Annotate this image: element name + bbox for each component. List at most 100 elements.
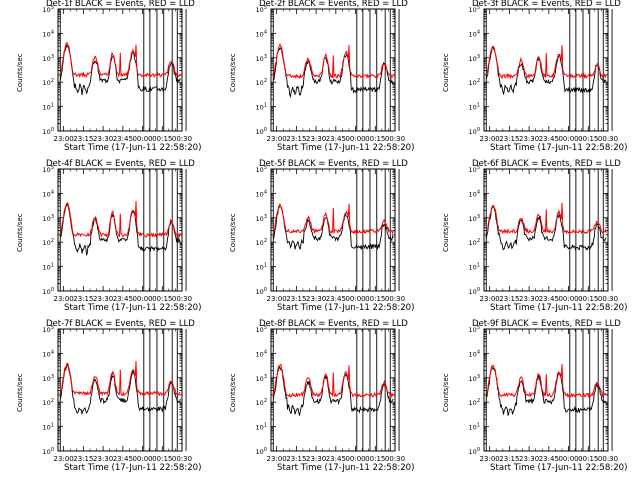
- y-tick-label: 105: [469, 5, 480, 14]
- x-axis-label: Start Time (17-Jun-11 22:58:20): [64, 463, 202, 473]
- x-tick-label: 00:30: [385, 455, 405, 463]
- x-tick-label: 00:00: [345, 455, 365, 463]
- y-tick-exponent: 2: [477, 238, 480, 244]
- detector-panel: 100 101 102 103 104 105 23:00 23:15 23:30 23:45 00…: [0, 319, 213, 480]
- x-tick-label: 00:30: [172, 455, 192, 463]
- y-tick-exponent: 3: [477, 214, 480, 220]
- y-tick-exponent: 4: [477, 189, 480, 195]
- y-tick-exponent: 5: [51, 325, 54, 331]
- y-axis-label: Counts/sec: [442, 213, 450, 252]
- panel-title: Det-6f BLACK = Events, RED = LLD: [472, 159, 621, 169]
- y-tick-label: 103: [256, 54, 267, 63]
- y-tick-exponent: 2: [51, 238, 54, 244]
- x-tick-label: 23:45: [539, 295, 559, 303]
- x-tick-label: 23:15: [286, 135, 306, 143]
- x-tick-label: 23:30: [519, 455, 539, 463]
- x-tick-label: 00:15: [152, 295, 172, 303]
- x-tick-label: 00:15: [578, 295, 598, 303]
- y-tick-exponent: 1: [264, 263, 267, 269]
- y-axis-label: Counts/sec: [16, 53, 24, 92]
- y-tick-label: 105: [256, 165, 267, 174]
- y-tick-label: 105: [43, 5, 54, 14]
- y-tick-exponent: 1: [51, 423, 54, 429]
- x-axis-label: Start Time (17-Jun-11 22:58:20): [490, 143, 628, 153]
- x-axis-label: Start Time (17-Jun-11 22:58:20): [277, 463, 415, 473]
- y-tick-exponent: 2: [264, 398, 267, 404]
- detector-panel: 100 101 102 103 104 105 23:00 23:15 23:30 23:45 00…: [426, 159, 639, 320]
- x-tick-label: 00:30: [598, 455, 618, 463]
- x-tick-label: 23:15: [499, 455, 519, 463]
- x-tick-label: 23:00: [54, 135, 74, 143]
- y-tick-label: 101: [469, 423, 480, 432]
- events-series: [59, 44, 181, 96]
- y-tick-exponent: 3: [264, 214, 267, 220]
- y-tick-exponent: 0: [51, 287, 54, 293]
- panel-title: Det-7f BLACK = Events, RED = LLD: [46, 319, 195, 329]
- y-tick-label: 104: [256, 189, 267, 198]
- y-tick-label: 103: [256, 374, 267, 383]
- y-tick-exponent: 4: [477, 349, 480, 355]
- events-series: [272, 204, 394, 251]
- detector-panel: 100 101 102 103 104 105 23:00 23:15 23:30 23:45 00…: [0, 0, 213, 160]
- lld-series: [485, 202, 607, 235]
- y-tick-exponent: 0: [264, 447, 267, 453]
- plot-frame: [57, 8, 183, 132]
- x-axis-label: Start Time (17-Jun-11 22:58:20): [64, 303, 202, 313]
- x-axis-label: Start Time (17-Jun-11 22:58:20): [277, 143, 415, 153]
- y-tick-label: 105: [43, 165, 54, 174]
- y-tick-label: 104: [43, 29, 54, 38]
- x-tick-label: 23:30: [306, 455, 326, 463]
- y-tick-exponent: 5: [477, 325, 480, 331]
- events-series: [60, 202, 181, 256]
- y-axis-label: Counts/sec: [229, 213, 237, 252]
- y-axis-label: Counts/sec: [229, 53, 237, 92]
- y-tick-exponent: 5: [51, 165, 54, 171]
- y-tick-exponent: 4: [264, 189, 267, 195]
- y-tick-label: 104: [469, 29, 480, 38]
- y-tick-exponent: 0: [264, 287, 267, 293]
- y-tick-label: 105: [256, 5, 267, 14]
- x-tick-label: 23:15: [286, 455, 306, 463]
- panel-title: Det-5f BLACK = Events, RED = LLD: [259, 159, 408, 169]
- x-tick-label: 23:30: [519, 295, 539, 303]
- y-tick-exponent: 3: [51, 214, 54, 220]
- y-tick-label: 105: [469, 325, 480, 334]
- y-tick-label: 101: [256, 263, 267, 272]
- y-tick-exponent: 4: [51, 189, 54, 195]
- y-tick-label: 100: [256, 447, 267, 456]
- x-tick-label: 00:00: [558, 295, 578, 303]
- y-tick-exponent: 1: [264, 423, 267, 429]
- y-tick-label: 102: [43, 78, 54, 87]
- x-tick-label: 23:15: [286, 295, 306, 303]
- x-tick-label: 23:45: [113, 455, 133, 463]
- events-series: [485, 45, 607, 95]
- lld-series: [272, 43, 394, 80]
- y-tick-label: 104: [469, 349, 480, 358]
- plot-frame: [270, 168, 396, 292]
- x-tick-label: 23:45: [539, 135, 559, 143]
- y-tick-exponent: 2: [51, 78, 54, 84]
- y-tick-label: 101: [43, 423, 54, 432]
- y-tick-label: 103: [469, 214, 480, 223]
- x-axis-label: Start Time (17-Jun-11 22:58:20): [490, 463, 628, 473]
- y-tick-label: 102: [256, 238, 267, 247]
- x-tick-label: 23:00: [54, 455, 74, 463]
- y-tick-exponent: 4: [477, 29, 480, 35]
- y-axis-label: Counts/sec: [229, 373, 237, 412]
- events-series: [485, 367, 607, 416]
- y-tick-label: 101: [43, 263, 54, 272]
- x-tick-label: 00:30: [385, 295, 405, 303]
- y-tick-label: 105: [43, 325, 54, 334]
- y-tick-exponent: 5: [477, 5, 480, 11]
- y-tick-exponent: 4: [51, 29, 54, 35]
- y-tick-exponent: 1: [477, 103, 480, 109]
- y-tick-exponent: 3: [264, 54, 267, 60]
- detector-panel: 100 101 102 103 104 105 23:00 23:15 23:30 23:45 00…: [213, 159, 426, 320]
- x-tick-label: 00:15: [578, 455, 598, 463]
- y-tick-exponent: 5: [51, 5, 54, 11]
- x-tick-label: 23:45: [113, 135, 133, 143]
- y-tick-label: 101: [469, 103, 480, 112]
